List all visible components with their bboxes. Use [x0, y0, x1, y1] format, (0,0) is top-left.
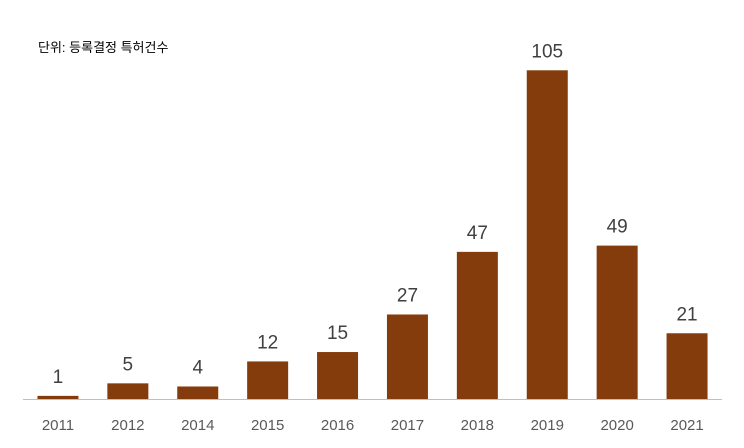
bar-2015: [247, 361, 289, 399]
bar-2020: [596, 245, 638, 399]
x-tick-label-2017: 2017: [391, 417, 424, 434]
data-label-2020: 49: [607, 217, 628, 238]
data-label-2011: 1: [53, 367, 64, 388]
bar-2018: [456, 251, 498, 399]
bar-2014: [177, 386, 219, 399]
data-label-2015: 12: [257, 332, 278, 353]
x-tick-label-2011: 2011: [42, 417, 74, 434]
data-label-2018: 47: [467, 223, 488, 244]
x-tick-label-2021: 2021: [670, 417, 703, 434]
x-tick-label-2015: 2015: [251, 417, 284, 434]
data-label-2017: 27: [397, 285, 418, 306]
bars-group: [37, 70, 708, 400]
bar-2019: [526, 70, 568, 400]
x-tick-label-2016: 2016: [321, 417, 354, 434]
data-label-2014: 4: [192, 357, 203, 378]
bar-2011: [37, 395, 79, 399]
x-tick-label-2019: 2019: [531, 417, 564, 434]
x-tick-label-2014: 2014: [181, 417, 214, 434]
bar-2017: [386, 314, 428, 399]
x-tick-labels-group: 2011 2012 2014 2015 2016 2017 2018 2019 2020 2021: [42, 417, 704, 434]
x-tick-label-2012: 2012: [111, 417, 144, 434]
bar-2021: [666, 333, 708, 399]
data-label-2021: 21: [676, 304, 697, 325]
data-label-2016: 15: [327, 323, 348, 344]
bar-2016: [317, 352, 359, 399]
x-tick-label-2018: 2018: [461, 417, 494, 434]
data-label-2012: 5: [123, 354, 134, 375]
bar-2012: [107, 383, 149, 399]
unit-label: 단위: 등록결정 특허건수: [38, 40, 168, 55]
x-tick-label-2020: 2020: [600, 417, 633, 434]
data-label-2019: 105: [531, 41, 563, 62]
